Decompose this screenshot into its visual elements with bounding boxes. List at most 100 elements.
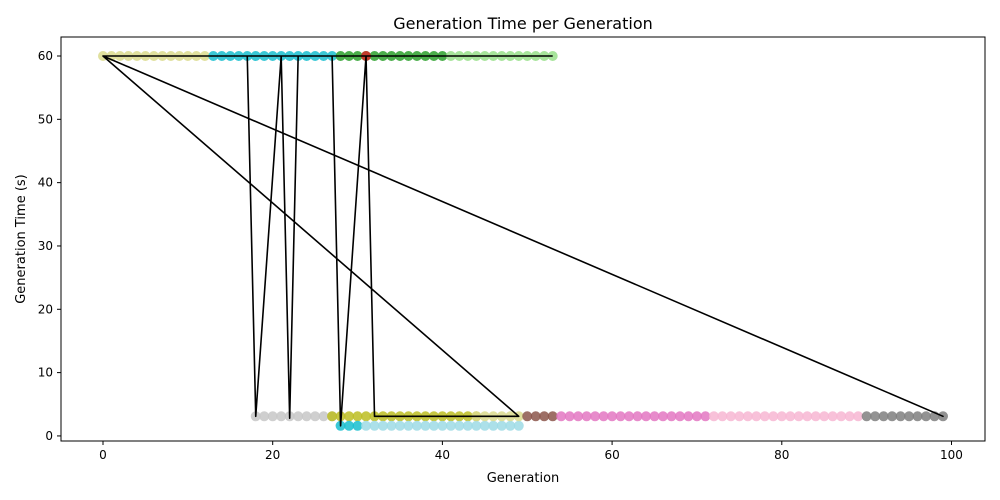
data-point xyxy=(454,420,465,431)
data-point xyxy=(658,411,668,422)
data-point xyxy=(310,411,321,422)
scatter-points xyxy=(98,50,948,431)
data-point xyxy=(819,411,830,422)
y-tick-label: 10 xyxy=(38,366,53,380)
chart-title: Generation Time per Generation xyxy=(393,14,653,33)
y-tick-label: 0 xyxy=(45,429,53,443)
data-point xyxy=(768,411,779,422)
data-point xyxy=(649,411,660,422)
data-point xyxy=(708,411,719,422)
data-point xyxy=(378,420,388,431)
data-point xyxy=(428,420,439,431)
data-point xyxy=(802,411,813,422)
data-point xyxy=(301,411,312,422)
y-tick-label: 50 xyxy=(38,112,53,126)
data-point xyxy=(361,420,372,431)
data-point xyxy=(734,411,745,422)
data-point xyxy=(581,411,592,422)
data-point xyxy=(573,411,584,422)
data-point xyxy=(267,411,278,422)
data-point xyxy=(641,411,652,422)
data-point xyxy=(590,411,601,422)
data-point xyxy=(344,420,355,431)
data-point xyxy=(717,411,728,422)
data-point xyxy=(276,411,287,422)
data-point xyxy=(496,420,507,431)
data-point xyxy=(683,411,694,422)
data-point xyxy=(921,411,932,422)
data-point xyxy=(742,411,753,422)
data-point xyxy=(624,411,635,422)
plot-area xyxy=(60,36,986,442)
line-path xyxy=(102,55,944,427)
data-point xyxy=(437,420,448,431)
y-axis-label: Generation Time (s) xyxy=(14,174,29,304)
data-point xyxy=(827,411,838,422)
data-point xyxy=(759,411,770,422)
x-tick-label: 100 xyxy=(940,448,963,462)
data-point xyxy=(912,411,923,422)
data-point xyxy=(853,411,864,422)
data-point xyxy=(445,420,456,431)
data-point xyxy=(793,411,804,422)
data-point xyxy=(513,420,524,431)
x-axis-label: Generation xyxy=(487,471,560,486)
data-point xyxy=(369,420,380,431)
data-point xyxy=(666,411,677,422)
series-line xyxy=(102,55,944,427)
y-tick-label: 20 xyxy=(38,302,53,316)
data-point xyxy=(352,411,363,422)
data-point xyxy=(411,420,422,431)
data-point xyxy=(785,411,796,422)
data-point xyxy=(352,420,363,431)
data-point xyxy=(539,411,550,422)
data-point xyxy=(344,411,355,422)
data-point xyxy=(861,411,872,422)
data-point xyxy=(725,411,736,422)
data-point xyxy=(259,411,270,422)
data-point xyxy=(394,420,405,431)
data-point xyxy=(607,411,618,422)
data-point xyxy=(904,411,915,422)
data-point xyxy=(615,411,626,422)
y-tick-label: 40 xyxy=(38,176,53,190)
data-point xyxy=(420,420,431,431)
data-point xyxy=(386,420,397,431)
x-tick-label: 60 xyxy=(604,448,619,462)
data-point xyxy=(327,411,338,422)
data-point xyxy=(318,411,329,422)
data-point xyxy=(878,411,889,422)
data-point xyxy=(844,411,855,422)
data-point xyxy=(479,420,490,431)
data-point xyxy=(700,411,711,422)
data-point xyxy=(522,411,533,422)
data-point xyxy=(751,411,762,422)
data-point xyxy=(471,420,482,431)
data-point xyxy=(870,411,881,422)
data-point xyxy=(632,411,643,422)
data-point xyxy=(674,411,685,422)
data-point xyxy=(895,411,906,422)
data-point xyxy=(488,420,499,431)
data-point xyxy=(462,420,473,431)
data-point xyxy=(403,420,414,431)
y-axis: 0 10 20 30 40 50 60 xyxy=(38,49,61,443)
data-point xyxy=(556,411,567,422)
y-tick-label: 60 xyxy=(38,49,53,63)
data-point xyxy=(887,411,898,422)
data-point xyxy=(530,411,541,422)
data-point xyxy=(598,411,609,422)
y-tick-label: 30 xyxy=(38,239,53,253)
data-point xyxy=(564,411,575,422)
data-point xyxy=(505,420,516,431)
data-point xyxy=(836,411,847,422)
data-point xyxy=(691,411,702,422)
x-axis: 0 20 40 60 80 100 xyxy=(99,441,963,462)
data-point xyxy=(361,411,372,422)
x-tick-label: 40 xyxy=(435,448,450,462)
data-point xyxy=(293,411,304,422)
data-point xyxy=(776,411,787,422)
data-point xyxy=(547,411,558,422)
x-tick-label: 80 xyxy=(774,448,789,462)
